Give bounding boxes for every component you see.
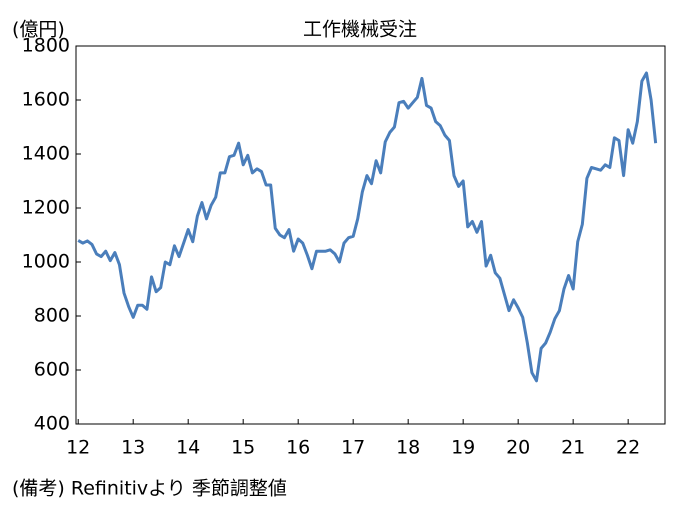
x-tick-label: 12 bbox=[66, 437, 90, 459]
x-tick-label: 17 bbox=[341, 437, 365, 459]
x-tick-label: 19 bbox=[451, 437, 475, 459]
y-tick-label: 1200 bbox=[22, 197, 70, 219]
note: (備考) Refinitivより 季節調整値 bbox=[12, 478, 287, 500]
x-tick-label: 18 bbox=[396, 437, 420, 459]
x-tick-label: 22 bbox=[616, 437, 640, 459]
y-tick-label: 1800 bbox=[22, 35, 70, 57]
x-tick-label: 15 bbox=[231, 437, 255, 459]
x-tick-label: 21 bbox=[561, 437, 585, 459]
y-tick-label: 600 bbox=[34, 359, 70, 381]
y-tick-label: 800 bbox=[34, 305, 70, 327]
x-tick-label: 13 bbox=[121, 437, 145, 459]
x-tick-label: 16 bbox=[286, 437, 310, 459]
data-line bbox=[77, 71, 658, 383]
x-tick-label: 20 bbox=[506, 437, 530, 459]
y-unit: (億円) bbox=[12, 19, 65, 41]
x-tick-label: 14 bbox=[176, 437, 200, 459]
chart-title: 工作機械受注 bbox=[303, 19, 417, 41]
y-tick-label: 1000 bbox=[22, 251, 70, 273]
y-tick-label: 400 bbox=[34, 413, 70, 435]
plot-frame bbox=[75, 45, 666, 425]
y-tick-label: 1400 bbox=[22, 143, 70, 165]
y-tick-label: 1600 bbox=[22, 89, 70, 111]
